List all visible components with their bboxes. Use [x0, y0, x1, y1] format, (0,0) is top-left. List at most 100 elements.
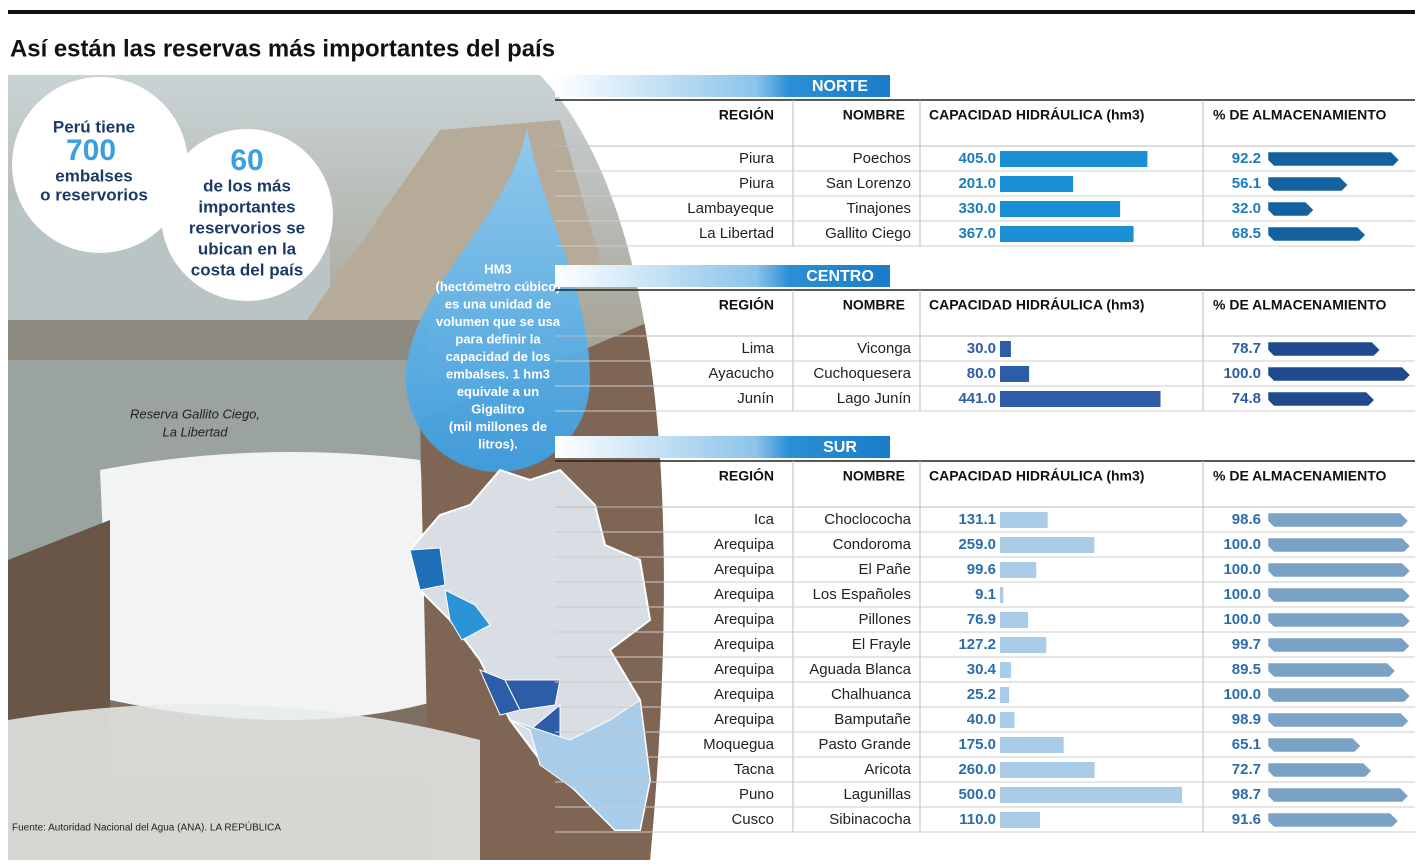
region: Arequipa: [714, 636, 775, 653]
title: Así están las reservas más importantes d…: [10, 35, 555, 62]
storage-bar: [1267, 762, 1372, 778]
region: Arequipa: [714, 536, 775, 553]
reservoir-name: Condoroma: [833, 536, 912, 553]
reservoir-name: El Frayle: [852, 636, 911, 653]
capacity-bar: [1000, 537, 1095, 553]
storage-bar: [1267, 587, 1411, 603]
column-header: NOMBRE: [843, 297, 905, 313]
storage-value: 89.5: [1232, 661, 1261, 678]
capacity-bar: [1000, 762, 1095, 778]
capacity-value: 175.0: [958, 736, 996, 753]
storage-bar: [1267, 201, 1314, 217]
capacity-bar: [1000, 341, 1011, 357]
reservoir-name: Bamputañe: [834, 711, 911, 728]
storage-value: 92.2: [1232, 150, 1261, 167]
map-region: [409, 547, 446, 591]
region: Moquegua: [703, 736, 775, 753]
section-band: [555, 75, 890, 97]
reservoir-name: Tinajones: [847, 200, 911, 217]
column-header: % DE ALMACENAMIENTO: [1213, 107, 1387, 123]
storage-bar: [1267, 612, 1411, 628]
storage-value: 91.6: [1232, 811, 1261, 828]
section-band: [555, 265, 890, 287]
section-band: [555, 436, 890, 458]
drop-text: (hectómetro cúbico): [436, 279, 561, 294]
capacity-value: 76.9: [967, 611, 996, 628]
map-region: [444, 589, 491, 641]
map-region: [504, 679, 561, 711]
drop-text: embalses. 1 hm3: [446, 366, 550, 381]
bubble-text: reservorios se: [189, 218, 305, 237]
drop-text: volumen que se usa: [436, 314, 561, 329]
capacity-bar: [1000, 512, 1048, 528]
column-header: REGIÓN: [719, 296, 774, 313]
storage-bar: [1267, 637, 1410, 653]
drop-text: equivale a un: [457, 384, 539, 399]
capacity-bar: [1000, 662, 1012, 678]
drop-text: litros).: [478, 436, 518, 451]
bubble-text: de los más: [203, 176, 291, 195]
reservoir-name: Choclocochа: [824, 511, 911, 528]
storage-bar: [1267, 662, 1396, 678]
drop: [406, 128, 590, 472]
capacity-value: 500.0: [958, 786, 996, 803]
drop-text: Gigalitro: [471, 401, 525, 416]
bubble-text: embalses: [55, 166, 133, 185]
bubble-text: o reservorios: [40, 185, 148, 204]
capacity-bar: [1000, 366, 1030, 382]
storage-value: 98.9: [1232, 711, 1261, 728]
capacity-bar: [1000, 787, 1182, 803]
region: Arequipa: [714, 686, 775, 703]
reservoir-name: Lagunillas: [843, 786, 911, 803]
storage-value: 72.7: [1232, 761, 1261, 778]
drop-text: para definir la: [455, 331, 541, 346]
section-title: SUR: [823, 439, 857, 456]
column-header: REGIÓN: [719, 106, 774, 123]
storage-value: 68.5: [1232, 225, 1261, 242]
bubble: [12, 77, 188, 253]
bubble-text: importantes: [198, 197, 295, 216]
column-header: CAPACIDAD HIDRÁULICA (hm3): [929, 297, 1144, 313]
capacity-value: 40.0: [967, 711, 996, 728]
capacity-bar: [1000, 391, 1161, 407]
region: Arequipa: [714, 711, 775, 728]
reservoir-name: Pillones: [858, 611, 911, 628]
storage-bar: [1267, 391, 1375, 407]
capacity-bar: [1000, 562, 1037, 578]
bubble-number: 700: [66, 134, 116, 167]
region: Arequipa: [714, 586, 775, 603]
capacity-bar: [1000, 587, 1004, 603]
capacity-bar: [1000, 687, 1010, 703]
region: Arequipa: [714, 561, 775, 578]
storage-value: 100.0: [1223, 586, 1261, 603]
column-header: CAPACIDAD HIDRÁULICA (hm3): [929, 107, 1144, 123]
capacity-bar: [1000, 201, 1121, 217]
storage-bar: [1267, 712, 1409, 728]
capacity-bar: [1000, 226, 1134, 242]
region: Ayacucho: [708, 365, 774, 382]
capacity-bar: [1000, 812, 1041, 828]
reservoir-name: Viconga: [857, 340, 912, 357]
capacity-bar: [1000, 737, 1064, 753]
reservoir-name: Poechos: [853, 150, 911, 167]
reservoir-name: Cuchoquesera: [813, 365, 911, 382]
region: Piura: [739, 175, 775, 192]
storage-bar: [1267, 226, 1366, 242]
bubble-number: 60: [230, 144, 263, 177]
capacity-bar: [1000, 637, 1047, 653]
capacity-value: 441.0: [958, 390, 996, 407]
reservoir-name: San Lorenzo: [826, 175, 911, 192]
bubble-text: Perú tiene: [53, 117, 135, 136]
reservoir-name: El Pañe: [858, 561, 911, 578]
capacity-value: 110.0: [959, 811, 996, 828]
region: La Libertad: [699, 225, 774, 242]
drop-text: capacidad de los: [446, 349, 551, 364]
region: Lambayeque: [687, 200, 774, 217]
region: Cusco: [731, 811, 774, 828]
capacity-value: 80.0: [967, 365, 996, 382]
storage-value: 32.0: [1232, 200, 1261, 217]
capacity-value: 25.2: [967, 686, 996, 703]
column-header: % DE ALMACENAMIENTO: [1213, 468, 1387, 484]
capacity-value: 367.0: [958, 225, 996, 242]
region: Lima: [741, 340, 774, 357]
